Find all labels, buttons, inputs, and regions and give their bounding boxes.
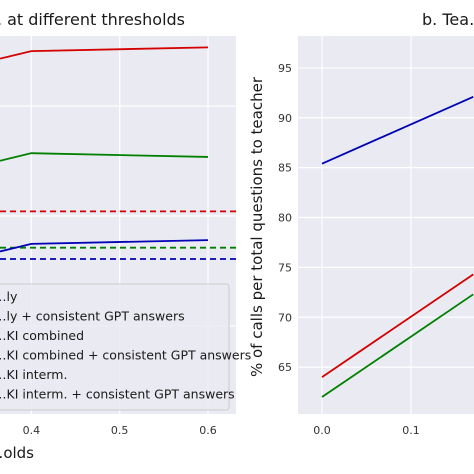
y-tick-label-b: 80	[278, 212, 292, 225]
legend-box	[0, 283, 230, 411]
y-axis-label-b: % of calls per total questions to teache…	[248, 76, 266, 377]
series-b	[321, 96, 474, 398]
series-line-a	[0, 46, 209, 60]
y-tick-label-b: 75	[278, 261, 292, 274]
plot-area-b	[298, 36, 474, 414]
x-tick-label-a: 0.5	[111, 424, 129, 437]
chart-a: 0.4 0.5 0.6 …. at different thresholds …ol…	[0, 10, 251, 462]
legend: …ly …ly + consistent GPT answers …KI combi…	[0, 283, 251, 411]
x-ticks-b: 0.0 0.1	[313, 424, 420, 437]
x-ticks-a: 0.4 0.5 0.6	[23, 424, 217, 437]
series-line-a	[0, 152, 209, 162]
series-line-b	[321, 273, 474, 378]
y-tick-label-b: 95	[278, 62, 292, 75]
series-line-a	[0, 239, 209, 253]
chart-title-b: b. Tea…	[422, 10, 474, 29]
y-tick-label-b: 70	[278, 311, 292, 324]
legend-entry: …ly	[0, 289, 18, 304]
chart-b: 0.0 0.1 65 70 75 80 85 90 95 b. Tea… % of calls…	[248, 10, 474, 437]
x-tick-label-a: 0.6	[199, 424, 217, 437]
series-a	[0, 46, 236, 260]
series-line-b	[321, 96, 474, 165]
legend-entry: …ly + consistent GPT answers	[0, 309, 185, 324]
series-line-b	[321, 293, 474, 398]
legend-entries: …ly …ly + consistent GPT answers …KI combi…	[0, 289, 251, 402]
y-tick-label-b: 90	[278, 112, 292, 125]
x-axis-label-a: …olds	[0, 444, 34, 462]
legend-entry: …KI combined	[0, 328, 84, 343]
x-tick-label-b: 0.0	[313, 424, 331, 437]
x-tick-label-a: 0.4	[23, 424, 41, 437]
chart-title-a: …. at different thresholds	[0, 10, 185, 29]
legend-entry: …KI interm.	[0, 367, 67, 382]
y-ticks-b: 65 70 75 80 85 90 95	[278, 62, 292, 374]
grid-b	[298, 36, 474, 414]
legend-entry: …KI combined + consistent GPT answers	[0, 348, 251, 363]
y-tick-label-b: 65	[278, 361, 292, 374]
y-tick-label-b: 85	[278, 162, 292, 175]
x-tick-label-b: 0.1	[402, 424, 420, 437]
legend-entry: …KI interm. + consistent GPT answers	[0, 387, 235, 402]
